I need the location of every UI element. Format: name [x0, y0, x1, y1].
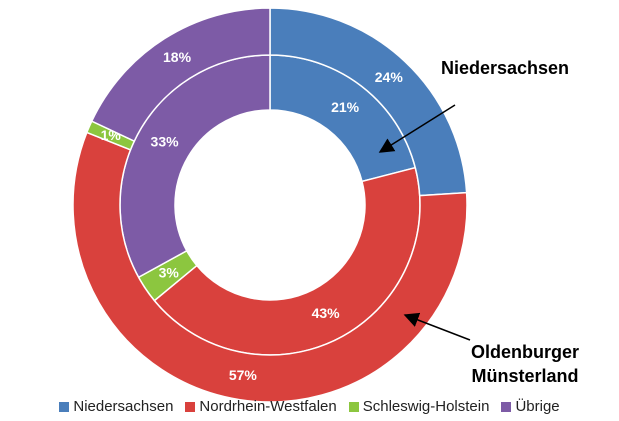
legend-label: Übrige	[515, 398, 560, 415]
legend-label: Schleswig-Holstein	[362, 398, 490, 415]
annotation: Niedersachsen	[440, 58, 570, 78]
slice	[72, 131, 468, 403]
annotation: Oldenburger Münsterland	[470, 342, 579, 386]
legend-swatch	[501, 401, 512, 412]
slice-label: 24%	[375, 69, 404, 85]
slice-label: 3%	[159, 265, 180, 281]
slice-label: 18%	[163, 49, 192, 65]
legend-swatch	[185, 401, 196, 412]
legend-label: Niedersachsen	[73, 398, 174, 415]
legend-item: Schleswig-Holstein	[348, 398, 490, 415]
legend-swatch	[59, 401, 70, 412]
arrow	[403, 312, 471, 341]
legend-item: Nordrhein-Westfalen	[185, 398, 337, 415]
legend-label: Nordrhein-Westfalen	[199, 398, 337, 415]
slice-label: 21%	[331, 99, 360, 115]
slice-label: 43%	[312, 305, 341, 321]
legend: Niedersachsen Nordrhein-Westfalen Schleswi…	[0, 398, 619, 415]
arrow	[378, 104, 456, 153]
slice	[90, 7, 271, 143]
legend-item: Übrige	[501, 398, 560, 415]
legend-item: Niedersachsen	[59, 398, 173, 415]
legend-swatch	[348, 401, 359, 412]
slice-label: 57%	[229, 367, 258, 383]
slice-label: 33%	[151, 133, 180, 149]
